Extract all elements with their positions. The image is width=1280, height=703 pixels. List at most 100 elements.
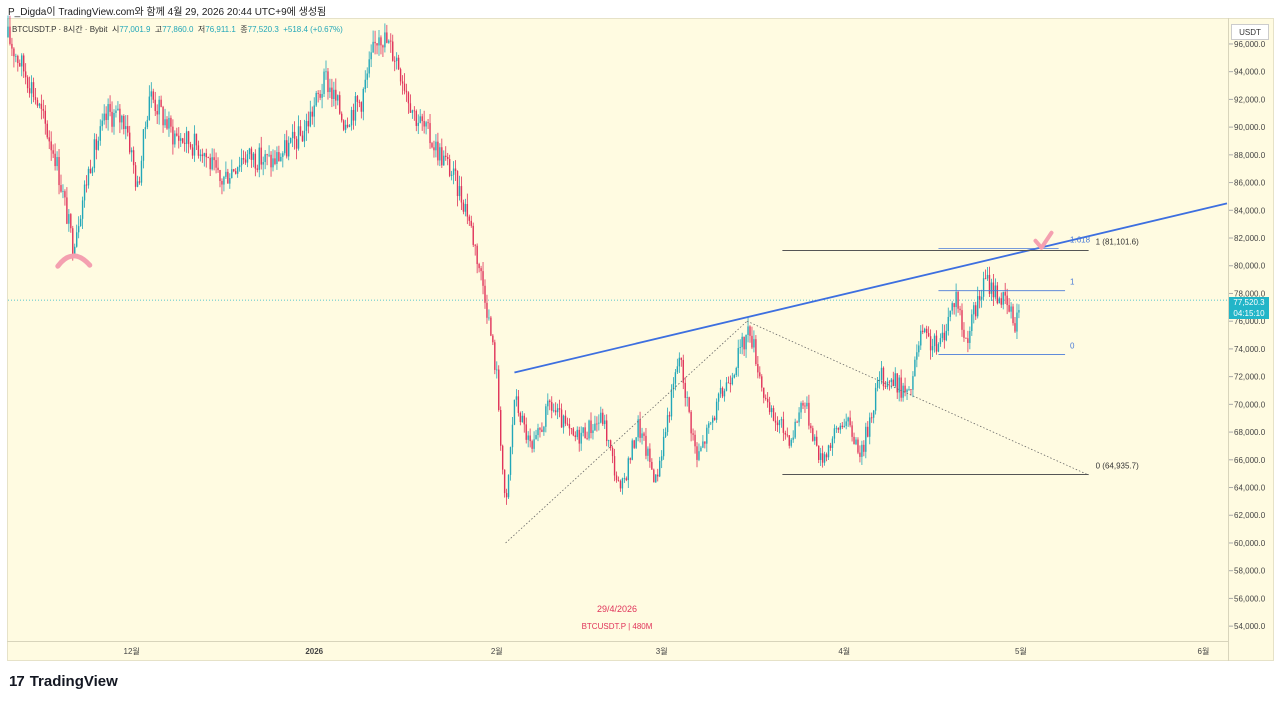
candle-body <box>939 338 942 345</box>
candle-body <box>93 139 96 169</box>
candle-body <box>254 153 257 169</box>
candle-body <box>374 41 376 44</box>
candle-body <box>60 185 62 192</box>
candle-body <box>1012 306 1014 324</box>
tradingview-logo[interactable]: 17 TradingView <box>9 673 118 690</box>
candle-body <box>286 140 288 157</box>
candle-body <box>305 120 308 131</box>
candle-body <box>221 181 223 185</box>
candle-body <box>278 152 280 162</box>
candle-body <box>191 147 194 156</box>
candle-body <box>784 432 787 435</box>
candle-body <box>44 110 46 124</box>
candle-body <box>794 421 796 438</box>
candle-body <box>342 120 345 130</box>
candle-body <box>23 55 25 72</box>
chart-frame <box>7 18 1274 661</box>
y-tick-label: 66,000.0 <box>1234 456 1266 465</box>
candle-body <box>178 135 180 141</box>
candle-body <box>684 382 686 398</box>
candle-body <box>786 434 788 436</box>
candle-body <box>547 400 549 407</box>
candle-body <box>551 402 553 411</box>
candle-body <box>796 421 798 423</box>
candle-body <box>386 32 388 43</box>
fib-inner-label-0: 0 <box>1070 341 1075 350</box>
candle-body <box>594 423 596 431</box>
candle-body <box>723 390 726 397</box>
candle-body <box>327 71 329 93</box>
price-axis[interactable]: 54,000.0 56,000.0 58,000.0 60,000.0 62,000.0… <box>1228 40 1266 631</box>
candle-body <box>910 389 912 391</box>
candle-body <box>24 71 27 78</box>
bottom-arc-annotation <box>55 253 93 269</box>
candle-body <box>409 103 412 113</box>
candle-body <box>405 90 408 93</box>
candle-body <box>922 330 924 333</box>
candle-body <box>352 109 355 121</box>
candle-body <box>76 232 78 247</box>
candle-body <box>973 305 975 315</box>
candle-body <box>855 439 857 445</box>
candle-body <box>52 150 54 154</box>
candle-body <box>843 425 845 428</box>
candle-body <box>79 218 82 227</box>
candle-body <box>368 59 370 74</box>
candle-body <box>54 153 56 167</box>
candle-body <box>682 359 684 383</box>
y-tick-label: 64,000.0 <box>1234 484 1266 493</box>
candle-body <box>441 147 443 166</box>
y-tick-label: 92,000.0 <box>1234 95 1266 104</box>
candle-body <box>197 145 200 156</box>
y-tick-label: 80,000.0 <box>1234 262 1266 271</box>
candle-body <box>800 403 802 413</box>
candle-body <box>731 377 734 385</box>
candle-body <box>586 438 588 439</box>
candle-body <box>77 226 80 233</box>
candle-body <box>975 305 977 317</box>
candle-body <box>423 121 425 127</box>
symbol-legend[interactable]: BTCUSDT.P · 8시간 · Bybit 시77,001.9 고77,86… <box>12 24 343 35</box>
candle-body <box>1006 295 1008 306</box>
trendline <box>514 202 1228 374</box>
candle-body <box>274 158 276 164</box>
candle-body <box>957 291 959 309</box>
candle-body <box>617 480 620 482</box>
candle-body <box>653 469 655 483</box>
candle-body <box>421 116 423 122</box>
candle-body <box>411 110 414 113</box>
candle-body <box>607 440 610 442</box>
candle-body <box>295 138 298 149</box>
candle-body <box>772 408 775 421</box>
candle-body <box>533 439 535 449</box>
candle-body <box>448 159 451 176</box>
x-tick-label: 3월 <box>656 646 668 656</box>
candle-body <box>348 125 351 127</box>
candle-body <box>331 87 333 99</box>
candle-body <box>553 410 555 412</box>
open-label: 시 <box>111 25 120 34</box>
symbol-name[interactable]: BTCUSDT.P · 8시간 · Bybit <box>12 25 108 34</box>
candle-body <box>641 433 643 438</box>
candle-body <box>507 474 510 498</box>
candle-body <box>358 101 361 103</box>
candle-body <box>244 159 247 163</box>
candle-body <box>284 140 286 154</box>
candle-body <box>890 379 893 383</box>
candle-body <box>445 155 447 157</box>
candle-body <box>19 63 21 67</box>
candle-body <box>992 282 995 298</box>
candle-body <box>276 152 278 164</box>
candle-body <box>176 133 178 136</box>
candle-body <box>841 425 843 428</box>
candle-body <box>951 303 953 311</box>
currency-selector[interactable]: USDT <box>1231 24 1269 40</box>
time-axis[interactable]: 12월 2026 2월 3월 4월 5월 6월 <box>124 646 1210 656</box>
candle-body <box>984 278 987 280</box>
candle-body <box>458 186 461 197</box>
candle-body <box>825 454 828 458</box>
fib-inner-label-1: 1 <box>1070 278 1075 287</box>
candle-body <box>474 244 476 246</box>
candle-body <box>68 214 70 224</box>
